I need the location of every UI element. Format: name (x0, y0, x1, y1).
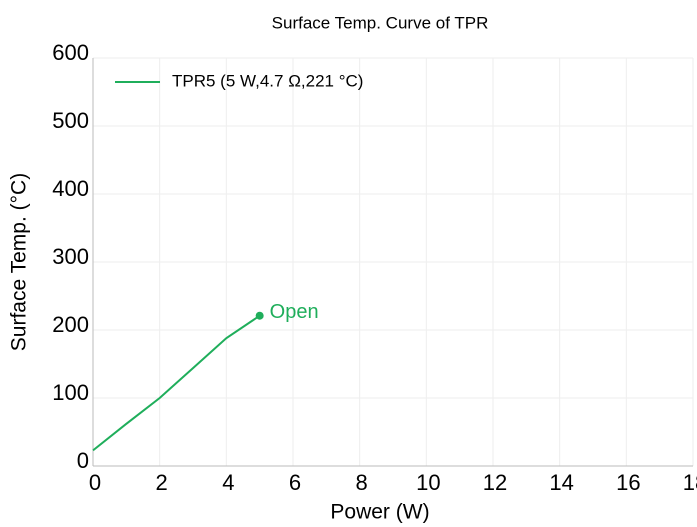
annotation-point (255, 311, 264, 320)
chart-title: Surface Temp. Curve of TPR (272, 13, 489, 32)
y-tick-label: 400 (52, 176, 89, 201)
series-line (92, 314, 261, 452)
y-tick-label: 600 (52, 40, 89, 65)
y-axis-label: Surface Temp. (°C) (8, 173, 31, 351)
x-tick-label: 0 (89, 470, 101, 495)
x-tick-label: 16 (616, 470, 640, 495)
x-tick-label: 2 (156, 470, 168, 495)
x-tick-label: 18 (683, 470, 697, 495)
y-tick-label: 100 (52, 380, 89, 405)
y-tick-label: 0 (77, 448, 89, 473)
x-tick-label: 10 (416, 470, 440, 495)
annotation-label: Open (270, 301, 319, 323)
x-tick-label: 8 (356, 470, 368, 495)
x-tick-label: 4 (222, 470, 234, 495)
x-axis-label: Power (W) (330, 501, 429, 524)
x-tick-label: 12 (483, 470, 507, 495)
x-tick-label: 6 (289, 470, 301, 495)
y-tick-label: 500 (52, 108, 89, 133)
x-tick-label: 14 (549, 470, 573, 495)
legend-label: TPR5 (5 W,4.7 Ω,221 °C) (172, 71, 363, 90)
y-tick-label: 200 (52, 312, 89, 337)
y-tick-label: 300 (52, 244, 89, 269)
